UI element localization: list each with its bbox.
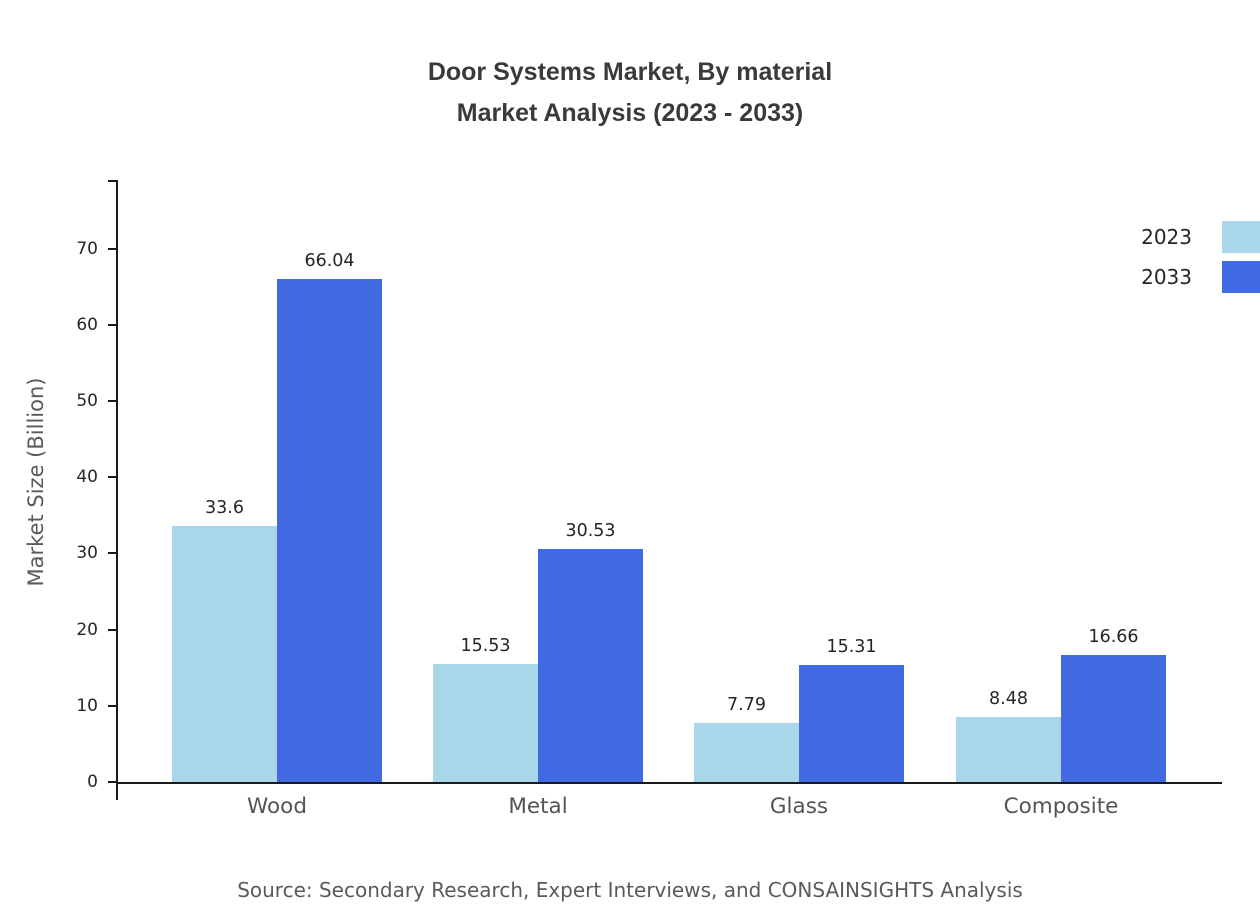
value-label-2033-glass: 15.31 [826, 637, 877, 658]
legend-swatch-2033 [1222, 261, 1260, 293]
value-label-2033-wood: 66.04 [304, 250, 355, 271]
value-label-2023-wood: 33.6 [205, 497, 244, 518]
y-tick-mark [108, 781, 116, 783]
legend-label-2023: 2023 [1141, 225, 1192, 249]
legend-item-2023: 2023 [1141, 221, 1260, 253]
bar-2033-glass [799, 665, 904, 782]
x-category-label-metal: Metal [508, 794, 568, 819]
chart-title: Door Systems Market, By material Market … [0, 52, 1260, 134]
legend-item-2033: 2033 [1141, 261, 1260, 293]
y-tick-label: 30 [76, 543, 98, 564]
x-category-label-glass: Glass [769, 794, 829, 819]
chart-title-line1: Door Systems Market, By material [427, 58, 833, 86]
y-tick-label: 70 [76, 238, 98, 259]
y-tick-label: 50 [76, 390, 98, 411]
bar-2033-metal [538, 549, 643, 782]
y-tick-mark [108, 704, 116, 707]
value-label-2023-metal: 15.53 [460, 635, 511, 656]
legend-label-2033: 2033 [1141, 265, 1192, 289]
chart-title-line2: Market Analysis (2023 - 2033) [456, 99, 804, 127]
y-tick-mark [108, 628, 116, 631]
legend-swatch-2023 [1222, 221, 1260, 253]
x-category-label-wood: Wood [247, 794, 307, 819]
value-label-2033-metal: 30.53 [565, 521, 616, 542]
value-label-2023-glass: 7.79 [727, 694, 766, 715]
y-tick-label: 40 [76, 467, 98, 488]
y-tick-label: 0 [87, 772, 98, 792]
y-axis-line [116, 180, 118, 800]
value-label-2033-composite: 16.66 [1088, 627, 1139, 648]
bar-2033-wood [277, 278, 382, 782]
y-tick-label: 10 [76, 695, 98, 716]
x-category-label-composite: Composite [1003, 794, 1119, 819]
y-tick-mark [108, 552, 116, 555]
y-tick-mark [108, 323, 116, 326]
bar-2023-wood [172, 525, 277, 782]
bar-2023-composite [956, 717, 1061, 782]
y-tick-label: 60 [76, 314, 98, 335]
y-tick-mark [108, 399, 116, 402]
bar-2033-composite [1061, 655, 1166, 782]
y-tick-label: 20 [76, 619, 98, 640]
source-note: Source: Secondary Research, Expert Inter… [237, 878, 1023, 902]
y-tick-mark [108, 476, 116, 479]
x-axis-line [116, 782, 1222, 784]
bar-2023-metal [433, 663, 538, 782]
y-axis-end-tick [108, 180, 116, 182]
plot-area: 0 10 20 30 40 50 60 70 33.6 66.04 Wood 15.53 30.53 Me… [76, 180, 1222, 819]
value-label-2023-composite: 8.48 [989, 689, 1028, 710]
legend: 2023 2033 [1141, 221, 1260, 293]
bar-2023-glass [694, 722, 799, 782]
y-axis-title: Market Size (Billion) [24, 377, 48, 587]
y-tick-mark [108, 247, 116, 250]
